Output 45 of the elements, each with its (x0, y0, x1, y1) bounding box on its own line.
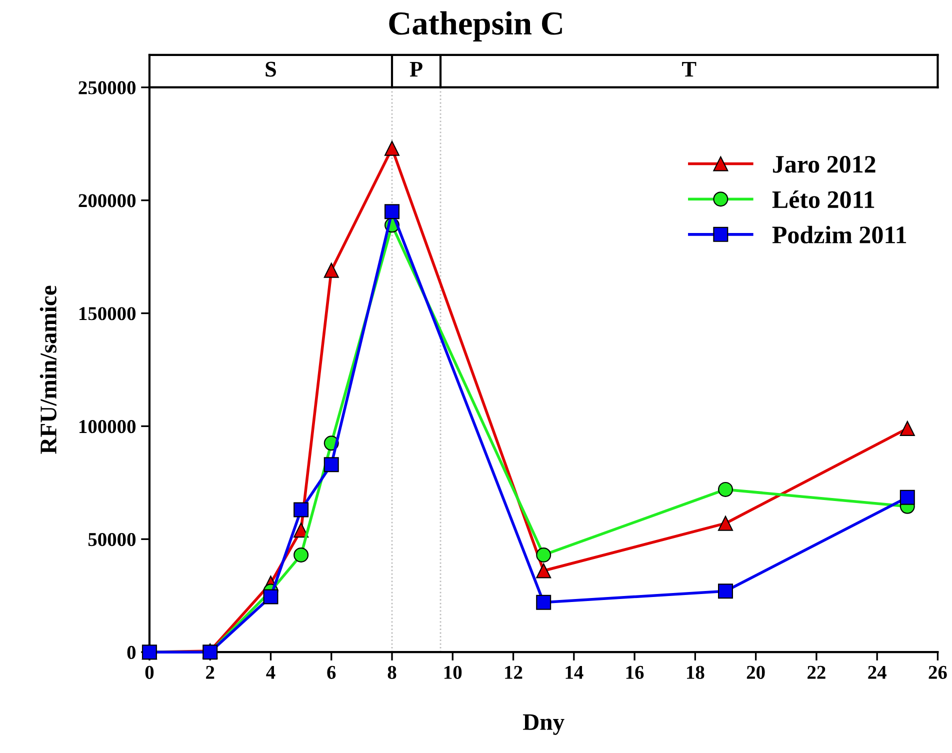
x-tick-label: 6 (327, 666, 336, 679)
point (294, 547, 309, 562)
x-tick-label: 8 (388, 666, 396, 679)
y-axis-title: RFU/min/samice (40, 286, 56, 454)
chart-title: Cathepsin C (389, 11, 562, 42)
point (263, 589, 278, 604)
x-tick-label: 22 (808, 666, 826, 679)
x-tick-label: 20 (746, 666, 765, 679)
point (294, 522, 309, 538)
x-tick-label: 2 (206, 666, 214, 679)
legend-label: Léto 2011 (772, 190, 874, 208)
y-tick-label: 100000 (79, 420, 136, 434)
point (718, 482, 733, 497)
point (718, 584, 733, 599)
point (536, 594, 552, 610)
x-tick-label: 14 (566, 666, 584, 679)
y-tick-label: 200000 (78, 194, 136, 208)
y-tick-label: 150000 (79, 307, 136, 320)
x-tick-label: 24 (868, 666, 886, 679)
point (536, 563, 552, 578)
point (324, 457, 339, 472)
text: T (682, 62, 696, 76)
point (324, 262, 339, 278)
x-axis-title: Dny (523, 714, 564, 735)
x-tick-label: 0 (145, 666, 154, 679)
x-tick-label: 10 (444, 666, 462, 679)
point (900, 420, 915, 436)
point (294, 502, 309, 518)
text: S (266, 62, 276, 77)
x-tick-label: 26 (928, 666, 947, 679)
text: P (410, 62, 422, 76)
point (900, 490, 915, 505)
x-tick-label: 12 (505, 666, 522, 679)
y-tick-label: 0 (127, 646, 136, 660)
point (718, 516, 733, 531)
y-tick-label: 50000 (88, 532, 136, 546)
x-tick-label: 18 (687, 666, 704, 679)
point (536, 547, 552, 562)
x-tick-label: 16 (626, 666, 644, 679)
legend-label: Jaro 2012 (773, 156, 876, 173)
point (384, 140, 400, 156)
point (384, 204, 400, 220)
y-tick-label: 250000 (78, 81, 136, 94)
x-tick-label: 4 (266, 666, 276, 679)
legend-label: Podzim 2011 (772, 226, 906, 244)
